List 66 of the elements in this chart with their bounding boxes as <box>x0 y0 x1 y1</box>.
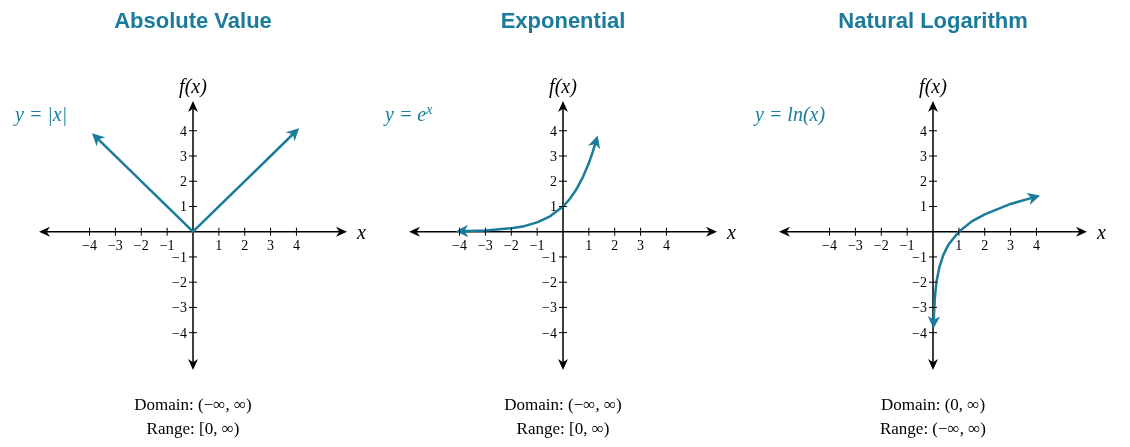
x-axis-title: x <box>1096 220 1106 243</box>
x-tick-label: −3 <box>107 237 123 253</box>
x-tick-label: 1 <box>585 237 593 253</box>
text: Domain: (−∞, ∞) <box>504 394 622 416</box>
x-tick-label: −2 <box>133 237 149 253</box>
x-tick-label: 4 <box>292 237 300 253</box>
chart-title: Absolute Value <box>114 8 272 34</box>
y-tick-label: −1 <box>542 249 557 265</box>
x-tick-label: −4 <box>822 237 837 253</box>
text: Range: [0, ∞) <box>145 418 241 440</box>
x-tick-label: 3 <box>1007 237 1015 253</box>
y-tick-label: 3 <box>920 149 927 164</box>
y-tick-label: −2 <box>172 275 187 291</box>
x-tick-label: −4 <box>452 237 467 253</box>
y-tick-label: −2 <box>542 275 557 291</box>
x-axis-title: x <box>356 220 366 243</box>
x-tick-label: 2 <box>241 237 249 253</box>
x-tick-label: −2 <box>503 237 519 253</box>
text: Domain: (−∞, ∞) <box>134 394 252 416</box>
y-tick-label: 2 <box>180 174 187 190</box>
x-tick-label: −1 <box>159 237 175 253</box>
y-tick-label: 2 <box>920 174 927 190</box>
x-tick-label: 4 <box>1032 237 1040 253</box>
y-tick-label: 4 <box>180 123 187 139</box>
y-tick-label: 2 <box>550 174 557 190</box>
y-tick-label: 3 <box>550 149 557 164</box>
y-tick-label: −1 <box>172 249 187 265</box>
x-tick-label: 2 <box>981 237 989 253</box>
x-tick-label: 3 <box>637 237 645 253</box>
y-tick-label: 3 <box>180 149 187 164</box>
x-tick-label: 1 <box>215 237 223 253</box>
y-tick-label: −3 <box>172 300 187 316</box>
series-label: y = |x| <box>13 103 68 126</box>
x-tick-label: 3 <box>267 237 275 253</box>
x-tick-label: −2 <box>873 237 889 253</box>
x-tick-label: −4 <box>82 237 97 253</box>
y-tick-label: −1 <box>912 249 927 265</box>
chart-title: Natural Logarithm <box>838 8 1028 34</box>
y-tick-label: −3 <box>912 300 927 316</box>
y-tick-label: −2 <box>912 275 927 291</box>
y-tick-label: 4 <box>550 123 557 139</box>
x-tick-label: 2 <box>611 237 619 253</box>
y-axis-title: f(x) <box>549 75 578 98</box>
y-axis-title: f(x) <box>919 75 948 98</box>
y-tick-label: −4 <box>542 325 557 341</box>
x-tick-label: 1 <box>955 237 963 253</box>
x-axis-title: x <box>726 220 736 243</box>
x-tick-label: −3 <box>477 237 493 253</box>
x-tick-label: −3 <box>847 237 863 253</box>
x-tick-label: −1 <box>529 237 545 253</box>
y-tick-label: −4 <box>912 325 927 341</box>
y-tick-label: −3 <box>542 300 557 316</box>
text: y = ln(x) <box>753 103 826 126</box>
text: y = e$^{x}$ <box>383 101 434 126</box>
y-tick-label: 4 <box>920 123 927 139</box>
y-axis-title: f(x) <box>179 75 208 98</box>
chart-title: Exponential <box>500 8 626 34</box>
text: Range: [0, ∞) <box>515 418 611 440</box>
y-tick-label: −4 <box>172 325 187 341</box>
text: Range: (−∞, ∞) <box>879 418 987 440</box>
y-tick-label: 1 <box>180 199 187 215</box>
y-tick-label: 1 <box>920 199 927 215</box>
y-tick-label: 1 <box>550 199 557 215</box>
x-tick-label: 4 <box>662 237 670 253</box>
text: Domain: (0, ∞) <box>879 394 987 416</box>
x-tick-label: −1 <box>899 237 915 253</box>
